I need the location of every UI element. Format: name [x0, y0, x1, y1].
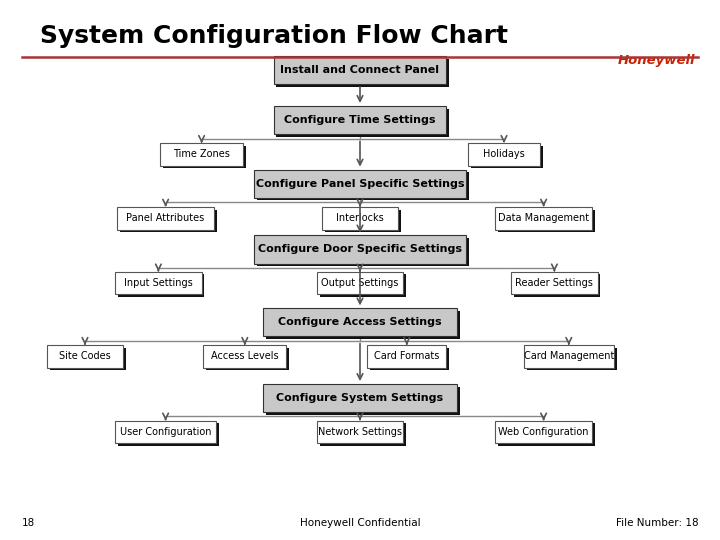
Text: Input Settings: Input Settings [124, 278, 193, 288]
FancyBboxPatch shape [48, 345, 122, 368]
FancyBboxPatch shape [471, 146, 543, 168]
FancyBboxPatch shape [274, 56, 446, 84]
FancyBboxPatch shape [370, 348, 449, 370]
Text: Honeywell Confidential: Honeywell Confidential [300, 518, 420, 528]
Text: Install and Connect Panel: Install and Connect Panel [281, 65, 439, 75]
FancyBboxPatch shape [120, 210, 217, 232]
Text: System Configuration Flow Chart: System Configuration Flow Chart [40, 24, 508, 48]
FancyBboxPatch shape [320, 423, 406, 446]
FancyBboxPatch shape [161, 143, 243, 166]
Text: Configure Time Settings: Configure Time Settings [284, 115, 436, 125]
Text: Time Zones: Time Zones [174, 150, 230, 159]
FancyBboxPatch shape [498, 210, 595, 232]
Text: Reader Settings: Reader Settings [516, 278, 593, 288]
FancyBboxPatch shape [495, 207, 593, 229]
Text: Access Levels: Access Levels [211, 352, 279, 361]
FancyBboxPatch shape [495, 421, 593, 443]
FancyBboxPatch shape [317, 272, 403, 294]
FancyBboxPatch shape [276, 109, 449, 137]
FancyBboxPatch shape [118, 423, 219, 446]
Text: Web Configuration: Web Configuration [498, 427, 589, 437]
FancyBboxPatch shape [263, 308, 457, 336]
FancyBboxPatch shape [266, 387, 460, 415]
Text: Configure System Settings: Configure System Settings [276, 393, 444, 403]
FancyBboxPatch shape [524, 345, 614, 368]
Text: Configure Access Settings: Configure Access Settings [278, 318, 442, 327]
Text: File Number: 18: File Number: 18 [616, 518, 698, 528]
FancyBboxPatch shape [115, 272, 202, 294]
Text: User Configuration: User Configuration [120, 427, 212, 437]
FancyBboxPatch shape [276, 59, 449, 87]
Text: Network Settings: Network Settings [318, 427, 402, 437]
Text: Panel Attributes: Panel Attributes [127, 213, 204, 223]
Text: Output Settings: Output Settings [321, 278, 399, 288]
FancyBboxPatch shape [498, 423, 595, 446]
FancyBboxPatch shape [254, 235, 467, 264]
FancyBboxPatch shape [323, 207, 397, 229]
FancyBboxPatch shape [325, 210, 400, 232]
FancyBboxPatch shape [254, 170, 467, 198]
Text: Card Formats: Card Formats [374, 352, 439, 361]
FancyBboxPatch shape [511, 272, 598, 294]
FancyBboxPatch shape [263, 384, 457, 412]
FancyBboxPatch shape [468, 143, 540, 166]
Text: Configure Door Specific Settings: Configure Door Specific Settings [258, 245, 462, 254]
FancyBboxPatch shape [50, 348, 125, 370]
Text: Site Codes: Site Codes [59, 352, 111, 361]
FancyBboxPatch shape [117, 207, 215, 229]
FancyBboxPatch shape [257, 172, 469, 200]
FancyBboxPatch shape [266, 311, 460, 339]
FancyBboxPatch shape [257, 238, 469, 266]
Text: Card Management: Card Management [523, 352, 614, 361]
FancyBboxPatch shape [204, 345, 287, 368]
Text: Interlocks: Interlocks [336, 213, 384, 223]
Text: 18: 18 [22, 518, 35, 528]
Text: Configure Panel Specific Settings: Configure Panel Specific Settings [256, 179, 464, 188]
FancyBboxPatch shape [527, 348, 617, 370]
FancyBboxPatch shape [317, 421, 403, 443]
FancyBboxPatch shape [367, 345, 446, 368]
FancyBboxPatch shape [320, 274, 406, 297]
FancyBboxPatch shape [163, 146, 246, 168]
FancyBboxPatch shape [115, 421, 216, 443]
FancyBboxPatch shape [514, 274, 600, 297]
FancyBboxPatch shape [207, 348, 289, 370]
FancyBboxPatch shape [118, 274, 204, 297]
Text: Holidays: Holidays [483, 150, 525, 159]
FancyBboxPatch shape [274, 106, 446, 134]
Text: Data Management: Data Management [498, 213, 589, 223]
Text: Honeywell: Honeywell [617, 54, 695, 67]
